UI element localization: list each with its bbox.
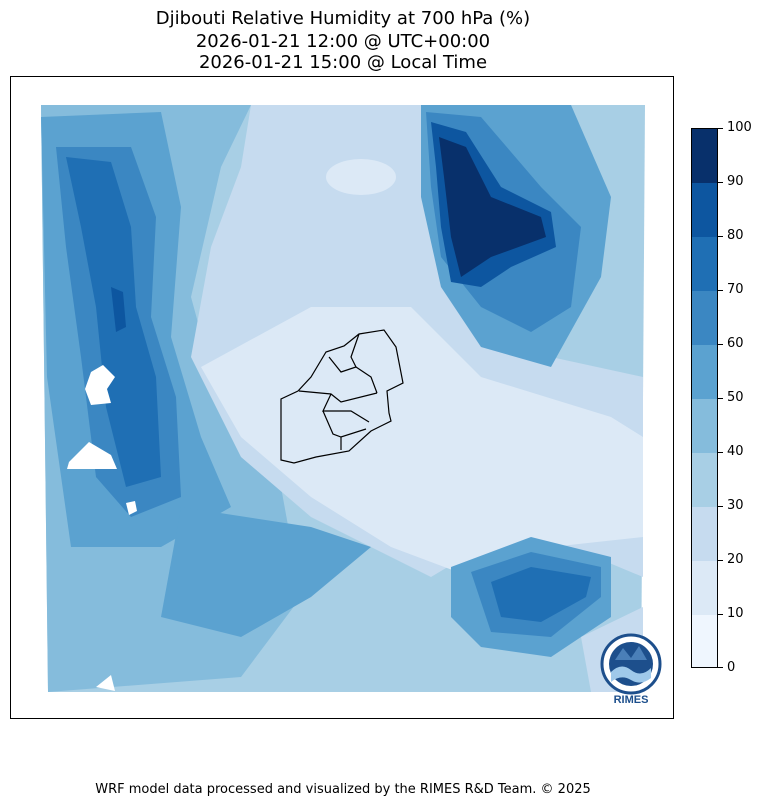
humidity-band-50-south bbox=[161, 507, 371, 637]
missing-data-patch bbox=[126, 501, 137, 515]
chart-subtitle-local: 2026-01-21 15:00 @ Local Time bbox=[198, 52, 488, 73]
colorbar-segment bbox=[692, 129, 717, 183]
colorbar-tick bbox=[718, 128, 723, 129]
humidity-band-70-se bbox=[491, 567, 591, 622]
colorbar-tick bbox=[718, 560, 723, 561]
colorbar-segment bbox=[692, 345, 717, 399]
colorbar-tick bbox=[718, 667, 723, 668]
humidity-dry-patch bbox=[326, 159, 396, 195]
border-region bbox=[298, 390, 378, 403]
colorbar-segment bbox=[692, 615, 717, 667]
map-frame bbox=[10, 76, 674, 719]
colorbar-tick bbox=[718, 452, 723, 453]
border-region bbox=[322, 410, 367, 438]
colorbar-tick bbox=[718, 614, 723, 615]
colorbar-tick bbox=[718, 290, 723, 291]
colorbar-segment bbox=[692, 453, 717, 507]
footer-credit: WRF model data processed and visualized … bbox=[95, 782, 591, 797]
border-region bbox=[322, 393, 370, 423]
colorbar-tick bbox=[718, 398, 723, 399]
colorbar-segment bbox=[692, 507, 717, 561]
colorbar-tick-label: 0 bbox=[727, 660, 736, 675]
colorbar-tick-label: 10 bbox=[727, 606, 744, 621]
colorbar-tick bbox=[718, 236, 723, 237]
missing-data-patch bbox=[85, 365, 115, 405]
humidity-map bbox=[41, 105, 645, 692]
chart-title: Djibouti Relative Humidity at 700 hPa (%… bbox=[155, 8, 531, 29]
humidity-band-10 bbox=[201, 307, 643, 577]
colorbar-tick-label: 80 bbox=[727, 228, 744, 243]
rimes-logo: RIMES bbox=[600, 633, 662, 706]
humidity-band-90-ne bbox=[439, 137, 546, 277]
colorbar-segment bbox=[692, 237, 717, 291]
colorbar-tick-label: 30 bbox=[727, 498, 744, 513]
colorbar-tick-label: 70 bbox=[727, 282, 744, 297]
colorbar bbox=[691, 128, 718, 668]
colorbar-segment bbox=[692, 291, 717, 345]
colorbar-segment bbox=[692, 399, 717, 453]
colorbar-tick-label: 20 bbox=[727, 552, 744, 567]
humidity-band-70-west bbox=[66, 157, 161, 487]
colorbar-tick-label: 60 bbox=[727, 336, 744, 351]
colorbar-tick bbox=[718, 344, 723, 345]
colorbar-segment bbox=[692, 561, 717, 615]
chart-subtitle-utc: 2026-01-21 12:00 @ UTC+00:00 bbox=[195, 31, 491, 52]
colorbar-tick-label: 100 bbox=[727, 120, 752, 135]
colorbar-segment bbox=[692, 183, 717, 237]
colorbar-tick bbox=[718, 506, 723, 507]
colorbar-tick-label: 40 bbox=[727, 444, 744, 459]
colorbar-tick bbox=[718, 182, 723, 183]
country-borders bbox=[280, 329, 404, 464]
missing-data-patch bbox=[96, 675, 115, 691]
colorbar-tick-label: 90 bbox=[727, 174, 744, 189]
border-outline bbox=[280, 329, 404, 464]
missing-data-patch bbox=[67, 442, 117, 469]
colorbar-tick-label: 50 bbox=[727, 390, 744, 405]
humidity-band-80-west bbox=[111, 287, 126, 332]
logo-text: RIMES bbox=[614, 694, 649, 706]
border-region bbox=[355, 366, 378, 394]
